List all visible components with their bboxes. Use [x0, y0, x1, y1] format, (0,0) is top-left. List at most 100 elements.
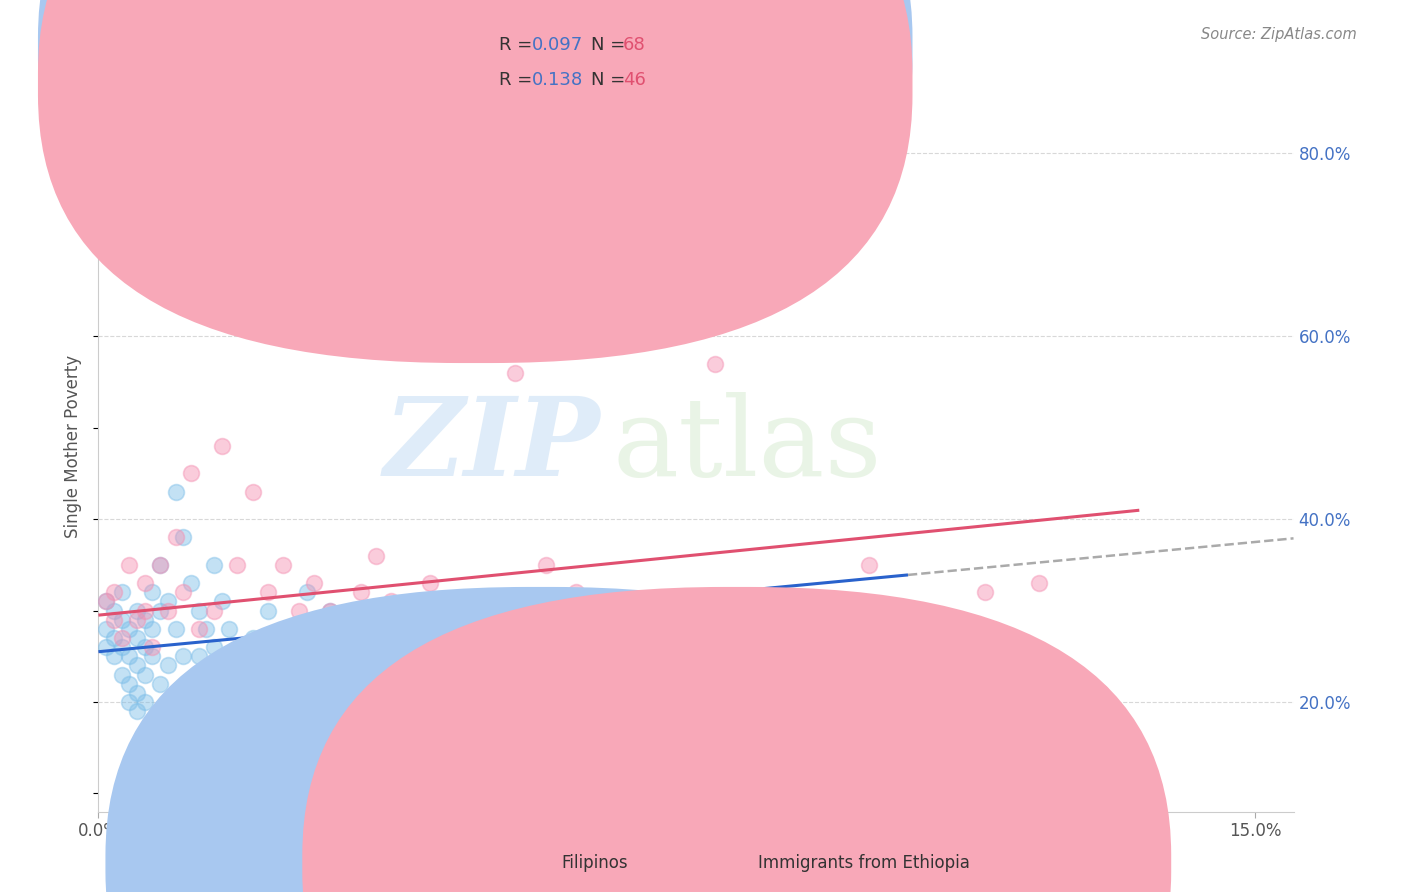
- Point: [103, 585, 125, 599]
- Point: [149, 676, 172, 690]
- Point: [125, 631, 148, 645]
- Point: [149, 558, 172, 572]
- Point: [125, 603, 148, 617]
- Point: [858, 558, 880, 572]
- Point: [534, 558, 557, 572]
- Point: [280, 622, 302, 636]
- Point: [565, 585, 588, 599]
- Text: 0.138: 0.138: [531, 71, 582, 89]
- Point: [411, 622, 433, 636]
- Point: [141, 585, 163, 599]
- Point: [488, 622, 510, 636]
- Point: [125, 686, 148, 700]
- Point: [118, 558, 141, 572]
- Point: [333, 631, 356, 645]
- Point: [165, 622, 187, 636]
- Point: [797, 658, 820, 673]
- Point: [751, 649, 773, 664]
- Point: [141, 649, 163, 664]
- Point: [134, 640, 156, 655]
- Point: [149, 558, 172, 572]
- Point: [94, 594, 117, 608]
- Point: [512, 695, 534, 709]
- Point: [125, 613, 148, 627]
- Point: [974, 585, 997, 599]
- Point: [782, 658, 804, 673]
- Text: N =: N =: [591, 71, 630, 89]
- Point: [419, 576, 441, 591]
- Text: Immigrants from Ethiopia: Immigrants from Ethiopia: [758, 855, 970, 872]
- Point: [333, 640, 356, 655]
- Point: [273, 558, 295, 572]
- Point: [195, 622, 218, 636]
- Point: [503, 366, 526, 380]
- Point: [349, 667, 371, 681]
- Point: [187, 603, 209, 617]
- Point: [118, 676, 141, 690]
- Point: [612, 603, 634, 617]
- Point: [156, 594, 179, 608]
- Point: [380, 676, 402, 690]
- Text: ZIP: ZIP: [384, 392, 600, 500]
- Point: [110, 613, 132, 627]
- Point: [165, 530, 187, 544]
- Point: [257, 603, 280, 617]
- Point: [187, 622, 209, 636]
- Point: [134, 667, 156, 681]
- Point: [588, 228, 610, 243]
- Text: R =: R =: [499, 36, 538, 54]
- Point: [202, 558, 225, 572]
- Point: [211, 594, 233, 608]
- Point: [156, 603, 179, 617]
- Point: [742, 676, 765, 690]
- Text: Filipinos: Filipinos: [561, 855, 627, 872]
- Point: [125, 658, 148, 673]
- Point: [172, 585, 194, 599]
- Point: [304, 576, 326, 591]
- Point: [704, 357, 727, 371]
- Point: [180, 467, 202, 481]
- Point: [319, 603, 342, 617]
- Point: [141, 640, 163, 655]
- Point: [134, 576, 156, 591]
- Point: [94, 622, 117, 636]
- Point: [165, 484, 187, 499]
- Point: [226, 558, 249, 572]
- Text: Source: ZipAtlas.com: Source: ZipAtlas.com: [1201, 27, 1357, 42]
- Point: [180, 576, 202, 591]
- Point: [349, 585, 371, 599]
- Point: [288, 603, 311, 617]
- Point: [110, 585, 132, 599]
- Point: [450, 676, 472, 690]
- Point: [627, 284, 650, 298]
- Point: [103, 603, 125, 617]
- Point: [110, 631, 132, 645]
- Y-axis label: Single Mother Poverty: Single Mother Poverty: [65, 354, 83, 538]
- Point: [242, 484, 264, 499]
- Point: [319, 603, 342, 617]
- Point: [472, 603, 495, 617]
- Point: [187, 649, 209, 664]
- Point: [364, 549, 387, 563]
- Text: atlas: atlas: [613, 392, 882, 500]
- Point: [172, 530, 194, 544]
- Point: [364, 622, 387, 636]
- Point: [295, 585, 318, 599]
- Point: [103, 631, 125, 645]
- Point: [426, 649, 449, 664]
- Point: [149, 603, 172, 617]
- Point: [172, 649, 194, 664]
- Point: [118, 622, 141, 636]
- Text: N =: N =: [591, 36, 630, 54]
- Point: [218, 622, 240, 636]
- Point: [211, 439, 233, 453]
- Point: [242, 631, 264, 645]
- Point: [110, 667, 132, 681]
- Text: FILIPINO VS IMMIGRANTS FROM ETHIOPIA SINGLE MOTHER POVERTY CORRELATION CHART: FILIPINO VS IMMIGRANTS FROM ETHIOPIA SIN…: [53, 27, 905, 45]
- Point: [134, 695, 156, 709]
- Point: [395, 676, 418, 690]
- Point: [103, 649, 125, 664]
- Point: [380, 594, 402, 608]
- Point: [1028, 576, 1050, 591]
- Point: [665, 695, 688, 709]
